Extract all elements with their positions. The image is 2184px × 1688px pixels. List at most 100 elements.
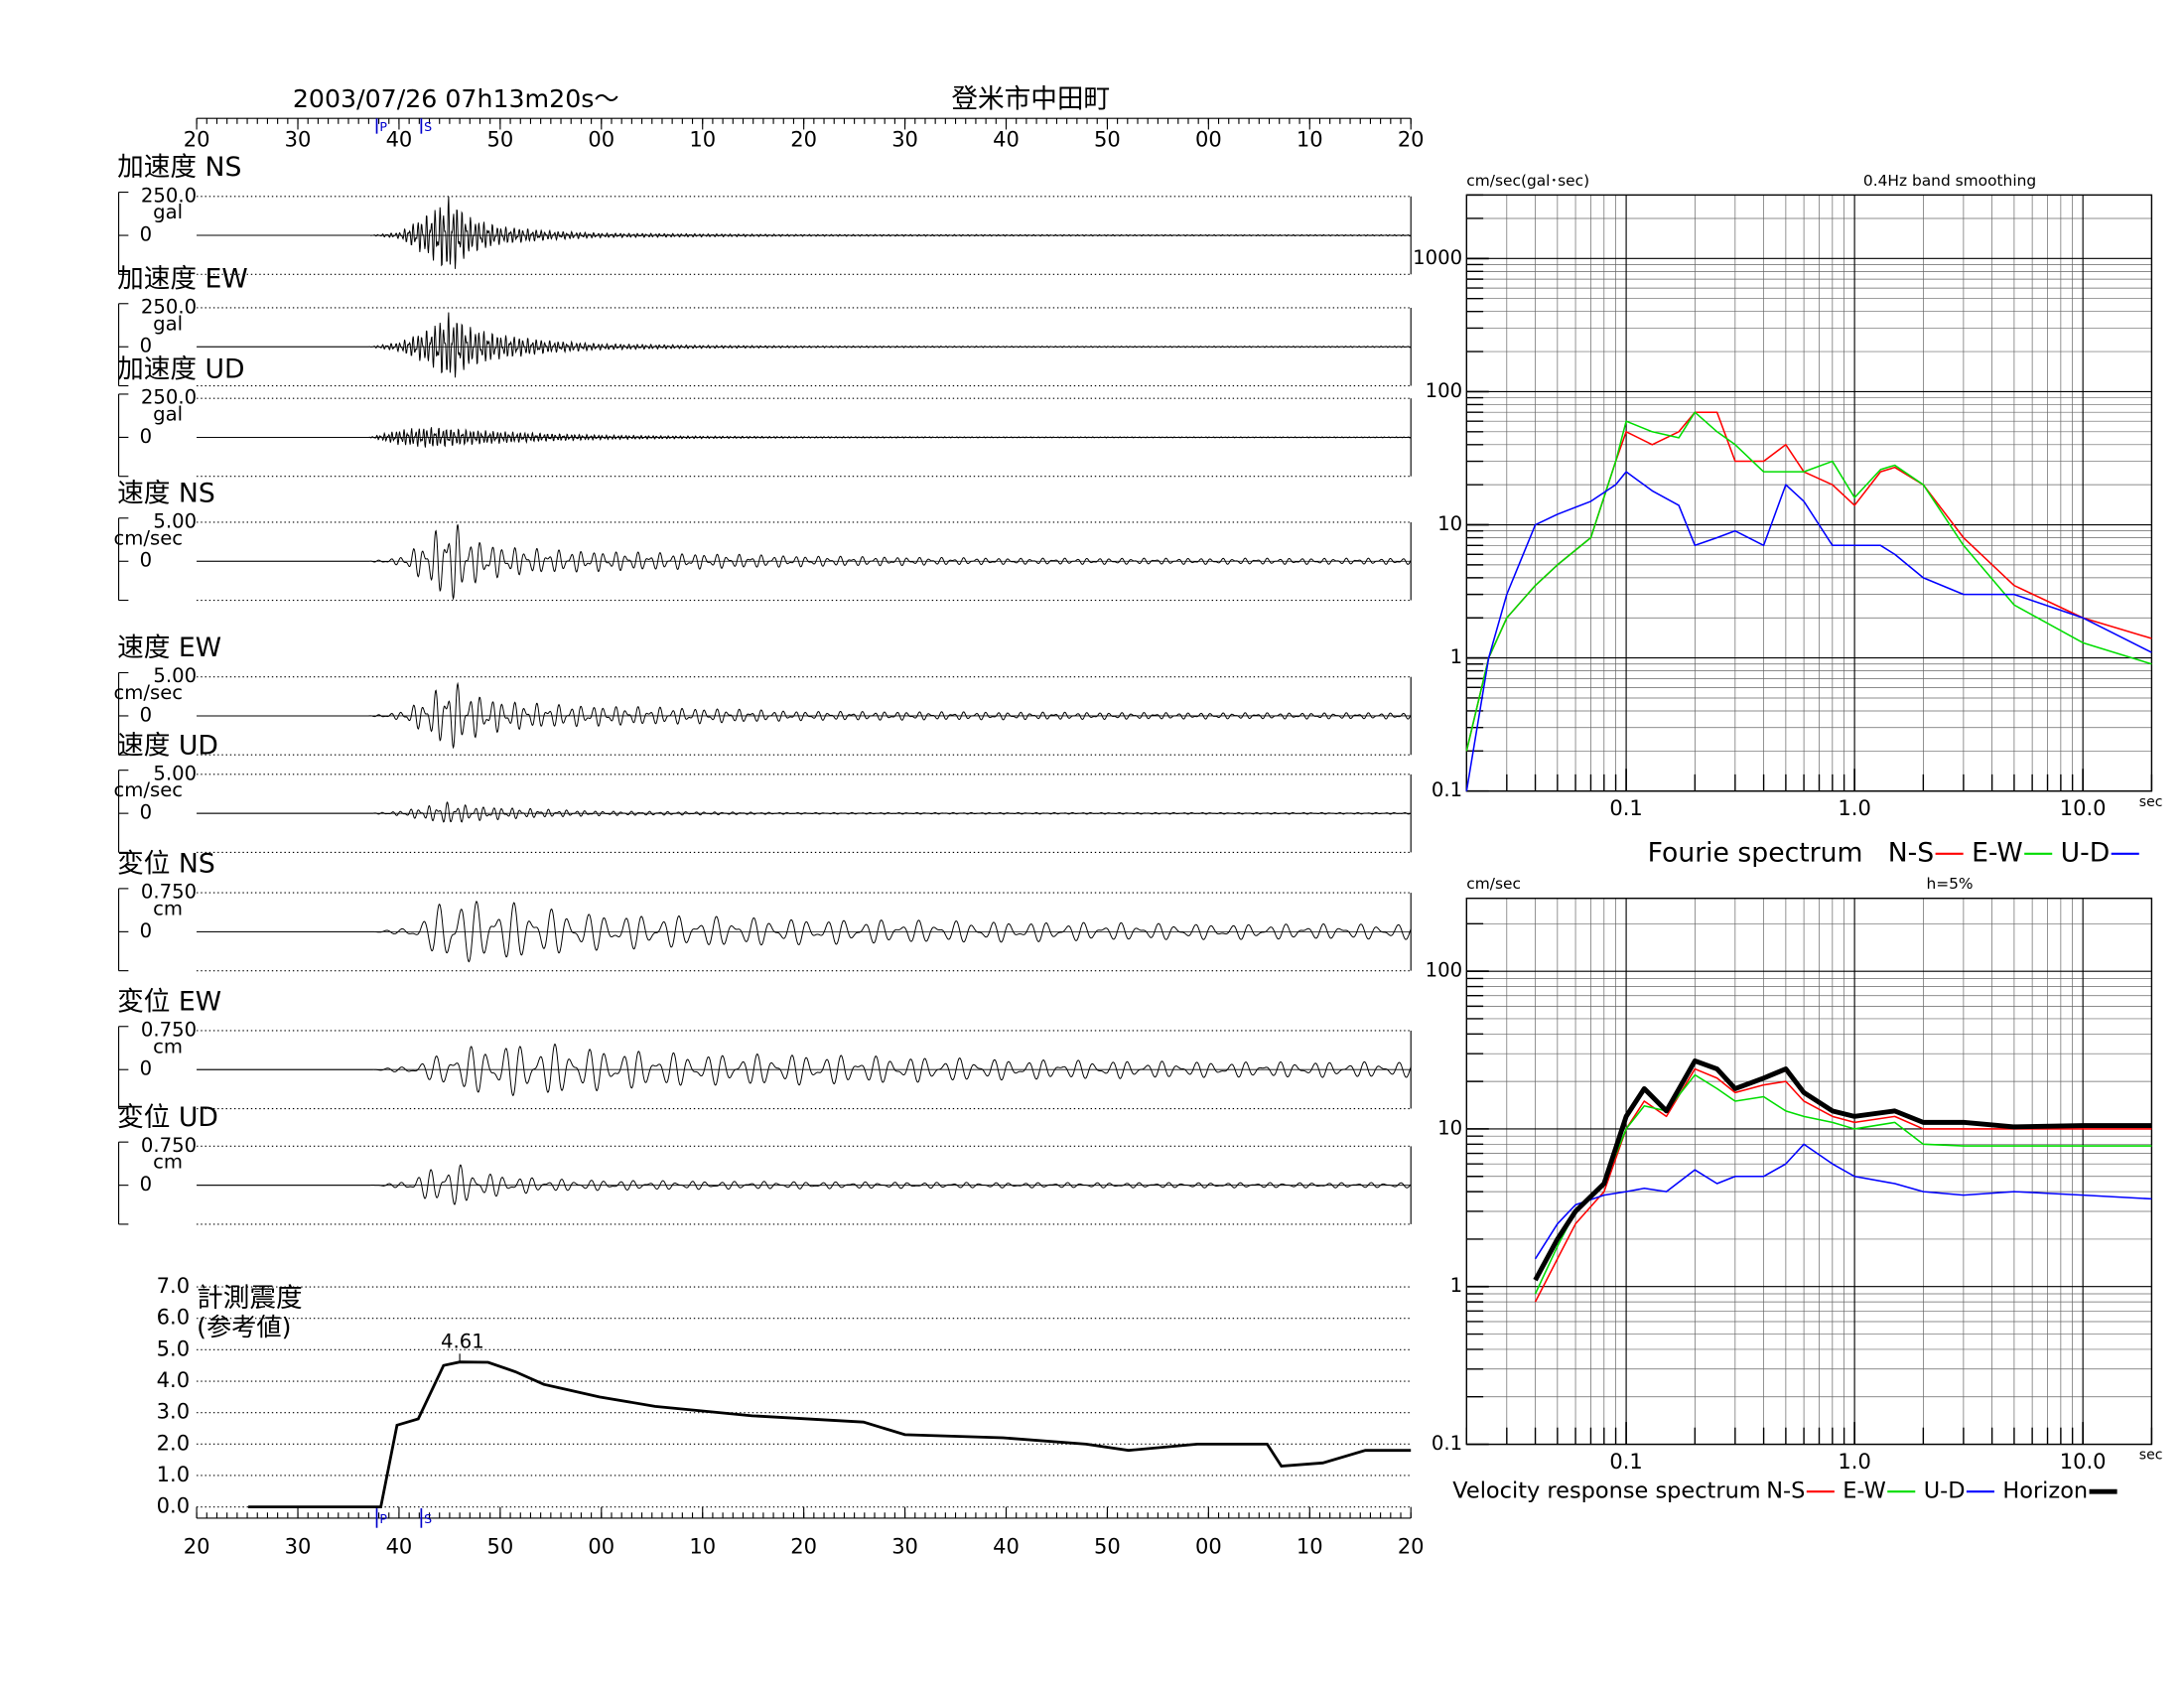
legend-label: N-S [1888, 837, 1934, 868]
trace-title: 加速度 EW [117, 263, 248, 294]
legend-title: Velocity response spectrum [1452, 1478, 1760, 1504]
unit-label: cm [153, 897, 183, 919]
scale-label: 250.0 [141, 386, 197, 409]
x-tick-label: 30 [891, 127, 918, 152]
annotation: 4.61 [441, 1331, 484, 1353]
spectrum-line [1465, 411, 2152, 752]
x-tick-label: 50 [487, 127, 514, 152]
y-tick-label: 100 [1426, 959, 1462, 982]
x-tick-label: 00 [588, 1533, 614, 1558]
x-tick-label: 00 [1195, 127, 1222, 152]
waveform [197, 1164, 1412, 1205]
spectrum-line [1534, 1067, 2152, 1303]
waveform [197, 524, 1412, 601]
phase-label: S [424, 119, 432, 134]
x-tick-label: 00 [1195, 1533, 1222, 1558]
x-tick-label: 30 [891, 1533, 918, 1558]
trace-title: 変位 UD [117, 1102, 218, 1133]
plot-frame [1465, 898, 2153, 1446]
zero-label: 0 [140, 801, 153, 824]
x-tick-label: 00 [588, 127, 614, 152]
y-tick-label: 7.0 [157, 1273, 190, 1298]
unit-label: gal [153, 201, 183, 223]
x-tick-label: 30 [285, 1533, 312, 1558]
phase-label: P [379, 119, 387, 134]
unit-label: gal [153, 402, 183, 425]
trace-title: 速度 EW [117, 633, 221, 663]
y-tick-label: 1 [1450, 645, 1463, 668]
y-tick-label: 0.1 [1432, 1432, 1462, 1455]
spectrum-line [1533, 1057, 2152, 1282]
waveform [197, 1043, 1412, 1096]
x-tick-label: 20 [184, 1533, 210, 1558]
header-datetime: 2003/07/26 07h13m20s～ [293, 84, 619, 113]
zero-label: 0 [140, 549, 153, 572]
legend-label: Horizon [2002, 1478, 2088, 1504]
y-tick-label: 2.0 [157, 1430, 190, 1455]
x-tick-label: 10 [1297, 1533, 1323, 1558]
x-tick-label: 40 [386, 127, 413, 152]
y-tick-label: 1000 [1413, 246, 1462, 269]
phase-label: P [379, 1511, 387, 1526]
legend-label: U-D [2061, 837, 2111, 868]
zero-label: 0 [140, 425, 153, 448]
intensity-line [248, 1360, 1412, 1509]
note: 0.4Hz band smoothing [1863, 172, 2036, 190]
x-tick-label: 20 [790, 1533, 817, 1558]
legend-title: Fourie spectrum [1648, 837, 1863, 868]
x-tick-label: 50 [487, 1533, 514, 1558]
zero-label: 0 [140, 703, 153, 726]
legend-label: E-W [1972, 837, 2023, 868]
legend-label: E-W [1843, 1478, 1886, 1504]
scale-label: 0.750 [141, 1018, 197, 1041]
x-tick-label: 10.0 [2060, 795, 2107, 820]
scale-label: 250.0 [141, 295, 197, 318]
y-tick-label: 0.0 [157, 1493, 190, 1518]
x-tick-label: 20 [1398, 127, 1425, 152]
trace-title: 加速度 NS [117, 152, 241, 183]
y-axis-label: cm/sec [1466, 875, 1521, 893]
x-tick-label: 10.0 [2060, 1449, 2107, 1474]
unit-label: cm [153, 1035, 183, 1057]
waveform [197, 901, 1412, 963]
unit-label: cm/sec [113, 778, 183, 801]
x-tick-label: 20 [790, 127, 817, 152]
x-tick-label: 40 [386, 1533, 413, 1558]
y-tick-label: 5.0 [157, 1336, 190, 1360]
y-tick-label: 1 [1450, 1274, 1463, 1297]
waveform [197, 681, 1412, 750]
waveform [197, 427, 1412, 448]
trace-title: 速度 UD [117, 730, 218, 761]
x-tick-label: 1.0 [1838, 1449, 1870, 1474]
y-tick-label: 3.0 [157, 1399, 190, 1424]
trace-title: 変位 NS [117, 849, 215, 880]
zero-label: 0 [140, 1173, 153, 1196]
scale-label: 5.00 [153, 762, 197, 784]
y-tick-label: 0.1 [1432, 778, 1462, 801]
header-station: 登米市中田町 [951, 83, 1110, 114]
plot-frame [1465, 194, 2153, 792]
scale-label: 0.750 [141, 1134, 197, 1157]
spectrum-line [1534, 1143, 2152, 1260]
x-tick-label: 20 [1398, 1533, 1425, 1558]
x-tick-label: 10 [689, 127, 716, 152]
y-tick-label: 4.0 [157, 1367, 190, 1392]
trace-title: 加速度 UD [117, 354, 244, 385]
x-tick-label: 0.1 [1609, 795, 1642, 820]
zero-label: 0 [140, 335, 153, 357]
trace-title: 変位 EW [117, 986, 221, 1017]
x-axis-label: sec [2139, 1448, 2163, 1464]
scale-label: 0.750 [141, 881, 197, 904]
waveform [197, 196, 1412, 269]
unit-label: cm/sec [113, 526, 183, 549]
scale-label: 5.00 [153, 664, 197, 687]
scale-label: 250.0 [141, 184, 197, 207]
scale-label: 5.00 [153, 509, 197, 532]
x-axis-label: sec [2139, 794, 2163, 810]
note: h=5% [1926, 875, 1973, 893]
y-tick-label: 10 [1437, 512, 1462, 535]
y-axis-label: cm/sec(gal･sec) [1466, 172, 1589, 190]
